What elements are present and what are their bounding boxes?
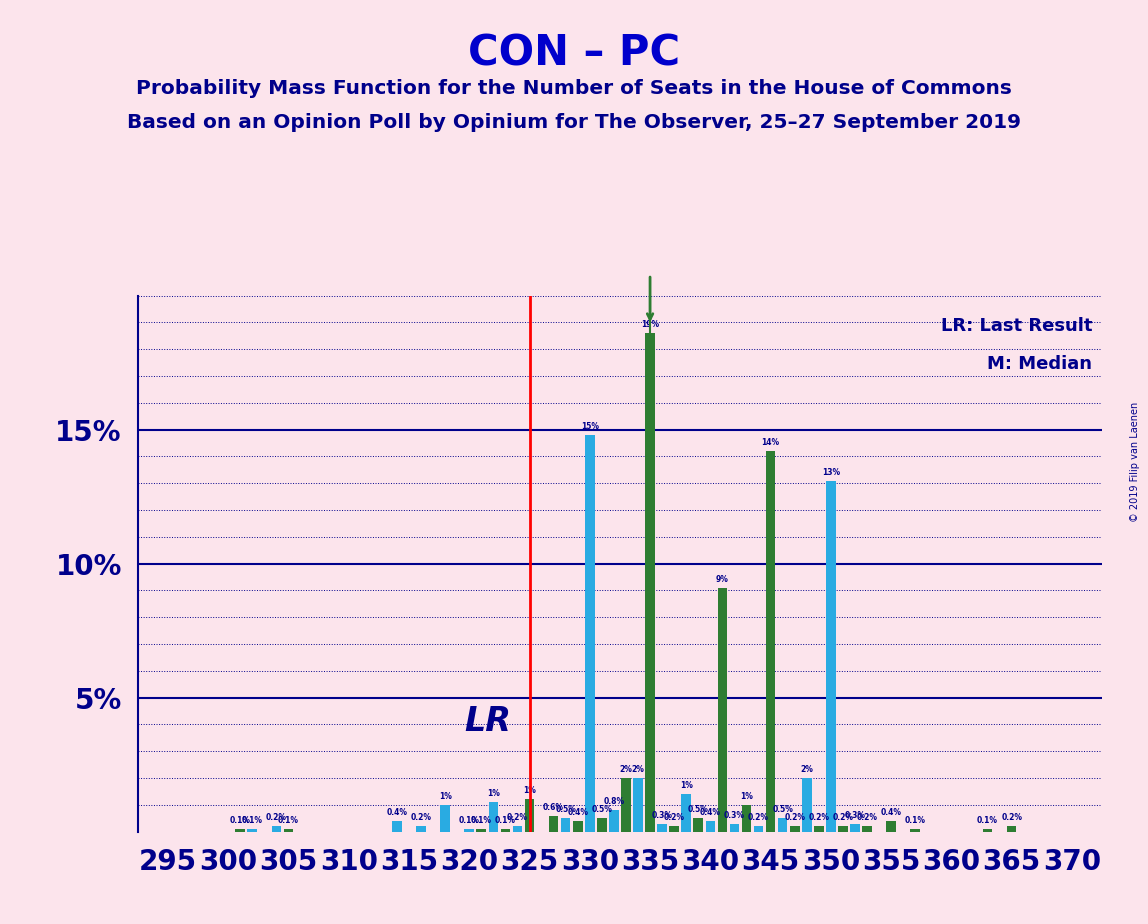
Bar — [621, 778, 630, 832]
Bar — [778, 819, 788, 832]
Text: 13%: 13% — [822, 468, 840, 477]
Text: 0.4%: 0.4% — [881, 808, 901, 817]
Bar — [585, 435, 595, 832]
Bar — [742, 805, 751, 832]
Text: 0.1%: 0.1% — [459, 816, 480, 825]
Bar — [549, 816, 558, 832]
Text: 1%: 1% — [740, 792, 753, 801]
Text: 0.2%: 0.2% — [1001, 813, 1022, 822]
Text: 2%: 2% — [631, 765, 644, 774]
Bar — [248, 829, 257, 832]
Text: 0.4%: 0.4% — [700, 808, 721, 817]
Bar — [417, 826, 426, 832]
Text: M: Median: M: Median — [987, 355, 1093, 372]
Text: 0.1%: 0.1% — [471, 816, 491, 825]
Text: 0.3%: 0.3% — [724, 810, 745, 820]
Bar — [766, 451, 775, 832]
Text: 0.3%: 0.3% — [845, 810, 866, 820]
Text: Based on an Opinion Poll by Opinium for The Observer, 25–27 September 2019: Based on an Opinion Poll by Opinium for … — [127, 113, 1021, 132]
Text: 0.1%: 0.1% — [242, 816, 263, 825]
Text: 0.4%: 0.4% — [567, 808, 588, 817]
Bar — [790, 826, 799, 832]
Bar — [513, 826, 522, 832]
Text: CON – PC: CON – PC — [468, 32, 680, 74]
Text: 2%: 2% — [620, 765, 633, 774]
Text: 15%: 15% — [581, 422, 599, 431]
Text: 0.2%: 0.2% — [266, 813, 287, 822]
Text: LR: LR — [464, 705, 511, 737]
Bar — [886, 821, 895, 832]
Text: 1%: 1% — [523, 786, 536, 796]
Text: 0.2%: 0.2% — [411, 813, 432, 822]
Text: 0.8%: 0.8% — [604, 797, 625, 806]
Bar — [851, 823, 860, 832]
Bar — [669, 826, 678, 832]
Text: 0.5%: 0.5% — [688, 805, 708, 814]
Bar — [525, 799, 534, 832]
Bar — [501, 829, 510, 832]
Text: 19%: 19% — [641, 321, 659, 329]
Text: 0.1%: 0.1% — [905, 816, 925, 825]
Text: 0.2%: 0.2% — [784, 813, 805, 822]
Bar — [476, 829, 486, 832]
Text: 0.6%: 0.6% — [543, 803, 564, 811]
Bar — [730, 823, 739, 832]
Text: 0.1%: 0.1% — [977, 816, 998, 825]
Bar — [573, 821, 582, 832]
Bar — [465, 829, 474, 832]
Bar — [983, 829, 992, 832]
Text: 0.4%: 0.4% — [387, 808, 408, 817]
Bar — [838, 826, 847, 832]
Bar — [1007, 826, 1016, 832]
Text: © 2019 Filip van Laenen: © 2019 Filip van Laenen — [1130, 402, 1140, 522]
Text: 2%: 2% — [800, 765, 813, 774]
Text: LR: Last Result: LR: Last Result — [941, 317, 1093, 335]
Bar — [235, 829, 245, 832]
Bar — [910, 829, 920, 832]
Text: Probability Mass Function for the Number of Seats in the House of Commons: Probability Mass Function for the Number… — [137, 79, 1011, 98]
Text: 9%: 9% — [716, 575, 729, 584]
Text: 0.2%: 0.2% — [832, 813, 853, 822]
Text: 1%: 1% — [680, 781, 692, 790]
Text: 0.2%: 0.2% — [808, 813, 829, 822]
Bar — [814, 826, 823, 832]
Text: 0.2%: 0.2% — [748, 813, 769, 822]
Bar — [754, 826, 763, 832]
Text: 0.5%: 0.5% — [773, 805, 793, 814]
Text: 0.1%: 0.1% — [495, 816, 515, 825]
Bar — [658, 823, 667, 832]
Text: 0.2%: 0.2% — [507, 813, 528, 822]
Bar — [272, 826, 281, 832]
Text: 0.2%: 0.2% — [856, 813, 877, 822]
Bar — [284, 829, 293, 832]
Bar — [682, 794, 691, 832]
Bar — [706, 821, 715, 832]
Bar — [827, 480, 836, 832]
Bar — [645, 334, 654, 832]
Bar — [441, 805, 450, 832]
Text: 0.5%: 0.5% — [591, 805, 612, 814]
Text: 1%: 1% — [439, 792, 451, 801]
Bar — [393, 821, 402, 832]
Text: 1%: 1% — [487, 789, 499, 798]
Bar — [489, 802, 498, 832]
Bar — [634, 778, 643, 832]
Bar — [597, 819, 606, 832]
Text: 0.1%: 0.1% — [278, 816, 298, 825]
Text: 0.5%: 0.5% — [556, 805, 576, 814]
Bar — [693, 819, 703, 832]
Text: 0.1%: 0.1% — [230, 816, 250, 825]
Bar — [802, 778, 812, 832]
Bar — [610, 810, 619, 832]
Bar — [862, 826, 871, 832]
Text: 0.3%: 0.3% — [652, 810, 673, 820]
Bar — [561, 819, 571, 832]
Text: 14%: 14% — [761, 438, 779, 447]
Text: 0.2%: 0.2% — [664, 813, 684, 822]
Bar — [718, 588, 727, 832]
